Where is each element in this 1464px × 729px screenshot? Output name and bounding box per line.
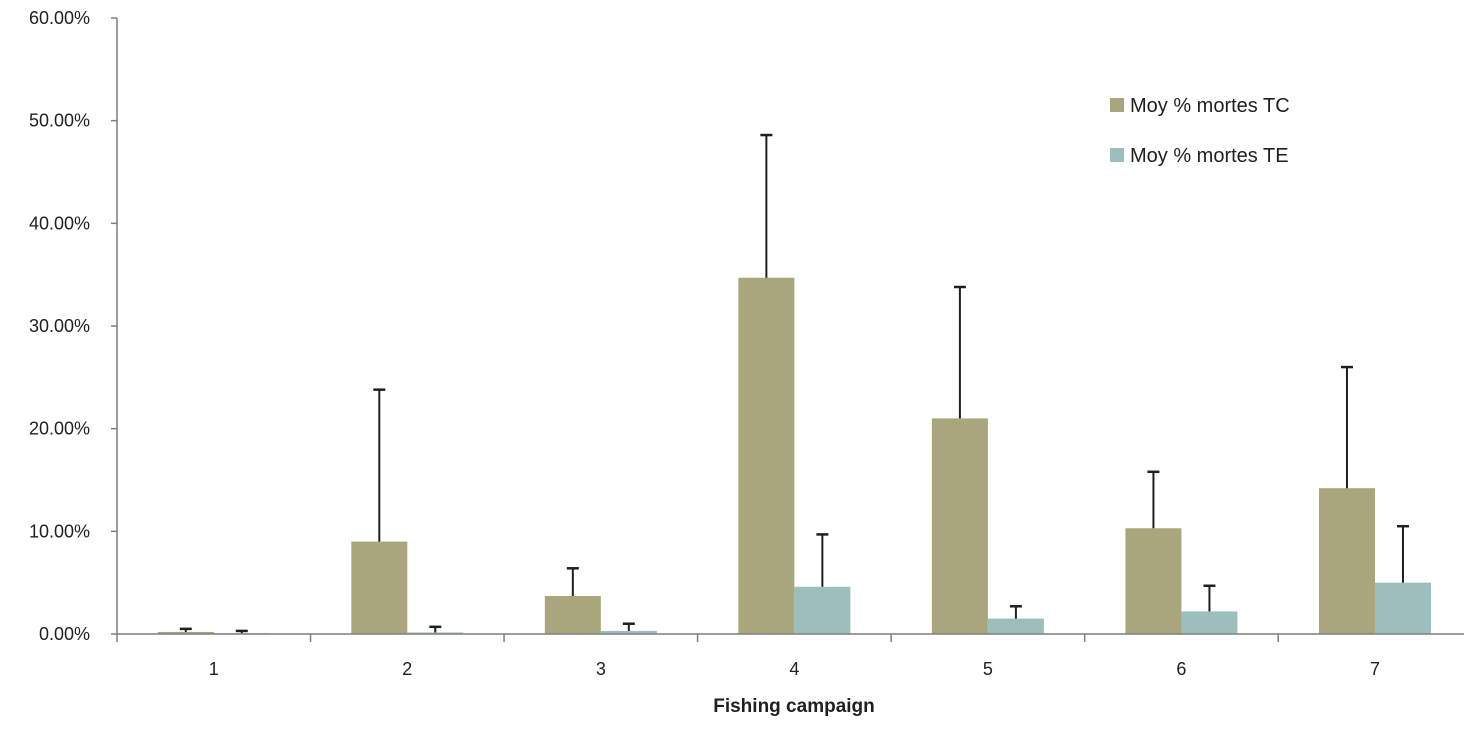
bar-tc-6 xyxy=(1125,528,1182,634)
bar-te-6 xyxy=(1181,611,1238,634)
y-tick-labels: 0.00% 10.00% 20.00% 30.00% 40.00% 50.00% 60.00… xyxy=(29,8,90,644)
x-axis-title: Fishing campaign xyxy=(713,696,875,717)
error-bar-te-3 xyxy=(622,622,635,631)
legend: Moy % mortes TC Moy % mortes TE xyxy=(1110,95,1290,167)
bar-tc-3 xyxy=(544,596,601,634)
legend-swatch xyxy=(1110,148,1124,162)
x-tick-label: 2 xyxy=(402,659,412,679)
x-tick-label: 5 xyxy=(983,659,993,679)
bars-layer xyxy=(157,277,1431,634)
error-bar-tc-6 xyxy=(1147,470,1160,529)
bar-tc-2 xyxy=(351,541,408,634)
bar-te-7 xyxy=(1374,582,1431,634)
error-bar-te-6 xyxy=(1203,584,1216,612)
error-bar-te-1 xyxy=(235,629,248,634)
error-bar-te-5 xyxy=(1009,605,1022,619)
error-bar-te-7 xyxy=(1396,524,1409,583)
bar-te-4 xyxy=(794,586,851,634)
bar-tc-5 xyxy=(931,418,988,634)
error-bar-te-2 xyxy=(429,625,442,633)
x-tick-labels: 1 2 3 4 5 6 7 xyxy=(209,659,1380,679)
legend-item-tc: Moy % mortes TC xyxy=(1110,95,1290,117)
error-bar-tc-4 xyxy=(760,133,773,278)
legend-swatch xyxy=(1110,98,1124,112)
x-tick-label: 3 xyxy=(596,659,606,679)
bar-te-3 xyxy=(600,630,657,634)
y-tick-label: 40.00% xyxy=(29,213,90,233)
x-tick-label: 4 xyxy=(789,659,799,679)
bar-tc-7 xyxy=(1318,488,1375,634)
legend-label: Moy % mortes TE xyxy=(1130,145,1289,167)
error-bar-tc-5 xyxy=(953,285,966,419)
bar-tc-4 xyxy=(738,277,795,634)
axes-layer xyxy=(111,17,1464,642)
x-tick-label: 6 xyxy=(1176,659,1186,679)
y-tick-label: 50.00% xyxy=(29,111,90,131)
y-tick-label: 10.00% xyxy=(29,521,90,541)
bar-te-5 xyxy=(987,618,1044,634)
error-bar-te-4 xyxy=(816,533,829,587)
error-bar-tc-1 xyxy=(179,627,192,632)
x-tick-label: 7 xyxy=(1370,659,1380,679)
legend-label: Moy % mortes TC xyxy=(1130,95,1290,117)
x-tick-label: 1 xyxy=(209,659,219,679)
bar-te-2 xyxy=(407,632,464,634)
error-bars-layer xyxy=(179,133,1409,634)
bar-tc-1 xyxy=(157,631,214,634)
error-bar-tc-2 xyxy=(373,388,386,542)
legend-item-te: Moy % mortes TE xyxy=(1110,145,1289,167)
y-tick-label: 0.00% xyxy=(39,624,90,644)
y-tick-label: 20.00% xyxy=(29,419,90,439)
y-tick-label: 60.00% xyxy=(29,8,90,28)
error-bar-tc-7 xyxy=(1340,365,1353,489)
y-tick-label: 30.00% xyxy=(29,316,90,336)
error-bar-tc-3 xyxy=(566,567,579,597)
